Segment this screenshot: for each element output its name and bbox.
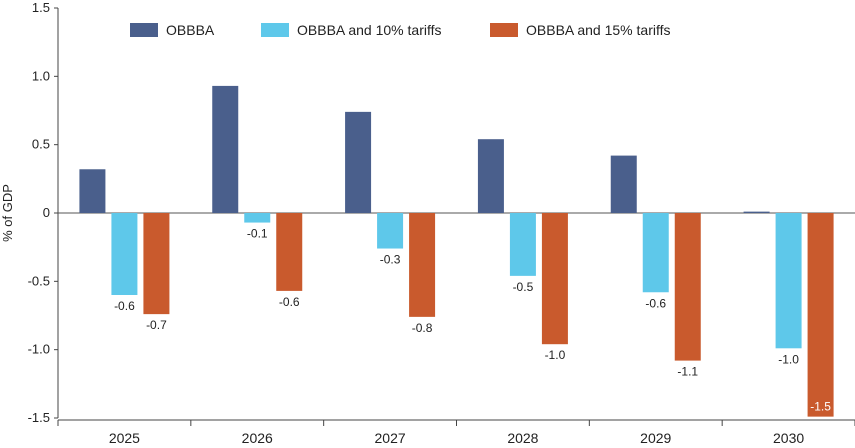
x-tick-label: 2030 bbox=[773, 430, 804, 446]
legend-swatch bbox=[130, 23, 158, 37]
data-label: -0.6 bbox=[279, 295, 300, 309]
y-tick-label: 0.5 bbox=[32, 137, 50, 152]
data-label: -0.6 bbox=[114, 299, 135, 313]
x-tick-label: 2026 bbox=[242, 430, 273, 446]
legend-label: OBBBA and 10% tariffs bbox=[297, 22, 442, 38]
bar bbox=[409, 213, 436, 317]
y-axis-title: % of GDP bbox=[0, 184, 15, 242]
bar bbox=[377, 213, 404, 249]
data-label: -0.3 bbox=[380, 253, 401, 267]
bar bbox=[143, 213, 170, 315]
bar bbox=[345, 111, 372, 213]
data-label: -0.8 bbox=[412, 321, 433, 335]
bars bbox=[79, 85, 834, 417]
data-labels: -0.6 -0.1 -0.3 -0.5 -0.6 -1.0 -0.7 -0.6 -0.8 -1.0… bbox=[114, 227, 831, 414]
data-label: -0.6 bbox=[645, 296, 666, 310]
y-tick-label: 1.0 bbox=[32, 68, 50, 83]
bar bbox=[674, 213, 701, 361]
data-label: -0.1 bbox=[247, 227, 268, 241]
legend-swatch bbox=[490, 23, 518, 37]
bar bbox=[509, 213, 536, 276]
y-tick-label: 0 bbox=[43, 205, 50, 220]
bar bbox=[541, 213, 568, 345]
bar bbox=[610, 155, 637, 213]
bar bbox=[477, 139, 504, 213]
data-label: -0.7 bbox=[146, 318, 167, 332]
data-label: -1.0 bbox=[778, 352, 799, 366]
bar bbox=[807, 213, 834, 417]
y-tick-label: -0.5 bbox=[28, 273, 50, 288]
legend: OBBBA OBBBA and 10% tariffs OBBBA and 15% … bbox=[130, 22, 671, 38]
data-label: -0.5 bbox=[513, 280, 534, 294]
bar bbox=[775, 213, 802, 349]
y-tick-label: -1.0 bbox=[28, 342, 50, 357]
bar bbox=[276, 213, 303, 291]
legend-label: OBBBA bbox=[166, 22, 215, 38]
data-label: -1.0 bbox=[545, 348, 566, 362]
bar bbox=[642, 213, 669, 293]
x-tick-label: 2027 bbox=[375, 430, 406, 446]
bar bbox=[79, 169, 106, 213]
x-tick-label: 2025 bbox=[109, 430, 140, 446]
bar bbox=[212, 85, 239, 213]
y-tick-label: 1.5 bbox=[32, 0, 50, 15]
y-tick-label: -1.5 bbox=[28, 410, 50, 425]
x-tick-label: 2028 bbox=[507, 430, 538, 446]
data-label: -1.5 bbox=[810, 400, 831, 414]
data-label: -1.1 bbox=[677, 365, 698, 379]
bar bbox=[244, 213, 271, 223]
legend-label: OBBBA and 15% tariffs bbox=[526, 22, 671, 38]
legend-swatch bbox=[261, 23, 289, 37]
bar bbox=[111, 213, 138, 295]
x-tick-label: 2029 bbox=[640, 430, 671, 446]
bar bbox=[743, 211, 770, 213]
